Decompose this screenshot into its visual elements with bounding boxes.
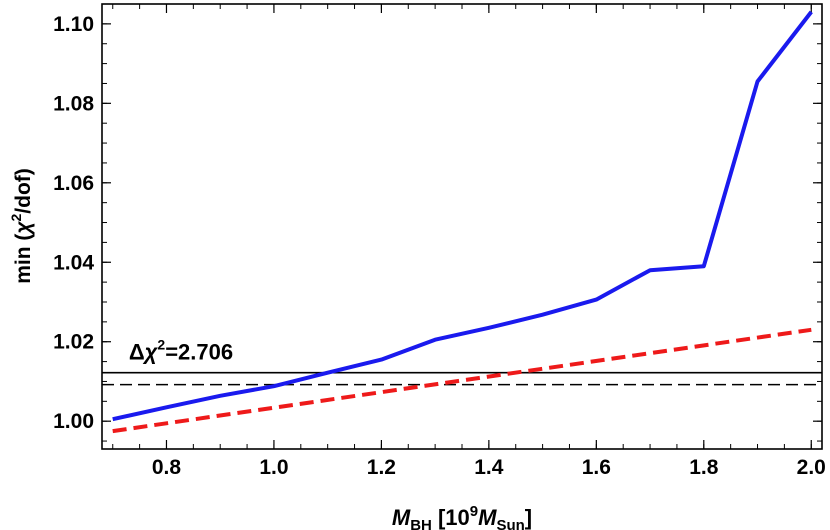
y-tick-label: 1.04 [53, 251, 94, 274]
y-axis-label: min (χ2/dof) [8, 168, 35, 284]
y-tick-label: 1.08 [53, 92, 94, 115]
series-lines [112, 10, 813, 434]
ticks [102, 3, 822, 449]
x-tick-label: 1.4 [474, 456, 504, 479]
y-tick-label: 1.10 [53, 13, 94, 36]
x-tick-label: 0.8 [152, 456, 182, 479]
x-tick-labels: 0.8 1.0 1.2 1.4 1.6 1.8 2.0 [152, 456, 826, 479]
series-line-2 [112, 327, 812, 434]
x-tick-label: 1.0 [259, 456, 288, 479]
delta-chi2-annotation: Δχ2=2.706 [129, 337, 233, 365]
x-tick-label: 2.0 [797, 456, 826, 479]
series-line-1 [112, 10, 813, 422]
y-tick-label: 1.02 [53, 331, 94, 354]
x-tick-label: 1.2 [367, 456, 396, 479]
y-tick-labels: 1.00 1.02 1.04 1.06 1.08 1.10 [53, 13, 94, 433]
x-axis-label: MBH [109MSun] [392, 503, 532, 530]
x-tick-label: 1.6 [582, 456, 611, 479]
y-tick-label: 1.00 [53, 410, 94, 433]
threshold-lines [102, 371, 822, 386]
x-tick-label: 1.8 [689, 456, 719, 479]
y-tick-label: 1.06 [53, 172, 94, 195]
